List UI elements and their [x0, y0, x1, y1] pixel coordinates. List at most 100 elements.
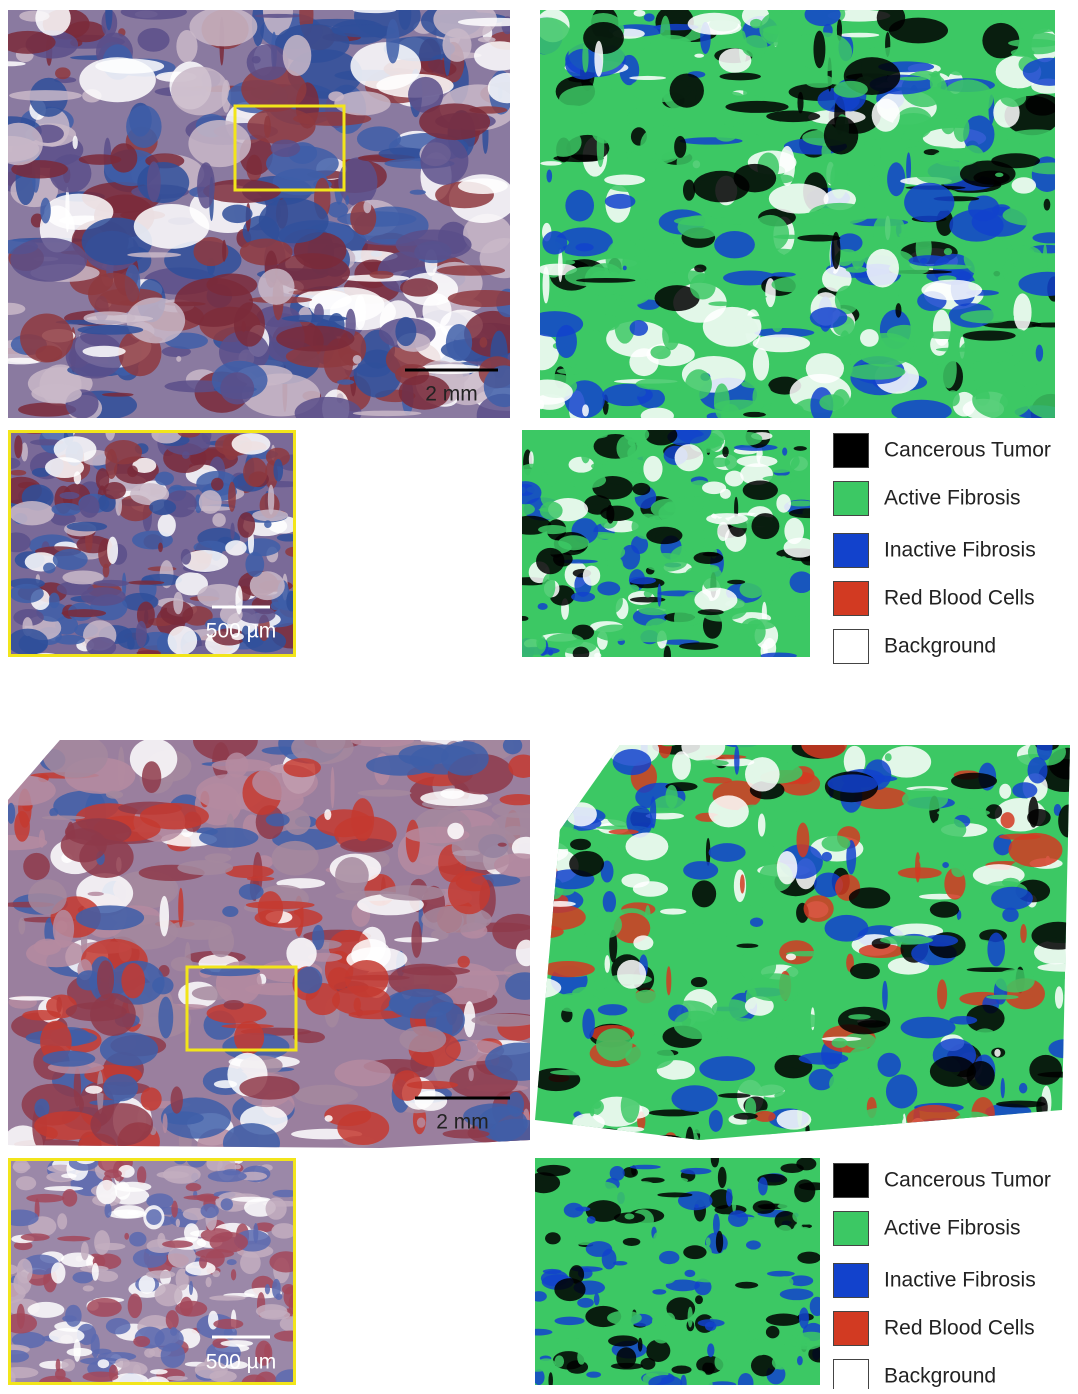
tissue-region: [398, 374, 451, 410]
tissue-region: [628, 629, 672, 643]
tissue-region: [544, 901, 576, 907]
tissue-region: [141, 761, 162, 794]
tissue-region: [671, 1365, 692, 1374]
tissue-region: [398, 744, 449, 766]
tissue-region: [80, 587, 126, 606]
tissue-region: [837, 819, 845, 826]
tissue-region: [657, 1192, 693, 1198]
tissue-region: [923, 149, 940, 156]
tissue-region: [580, 1141, 634, 1150]
tissue-region: [937, 808, 990, 818]
tissue-region: [582, 565, 601, 586]
tissue-region: [177, 860, 233, 876]
scale-bar-label: 2 mm: [436, 1111, 489, 1134]
micrograph: [535, 1158, 820, 1385]
tissue-region: [173, 591, 184, 615]
tissue-region: [720, 76, 726, 110]
tissue-region: [246, 44, 289, 81]
tissue-region: [821, 851, 833, 862]
tissue-region: [595, 1028, 633, 1062]
tissue-region: [193, 236, 229, 267]
tissue-region: [133, 1336, 151, 1348]
tissue-region: [335, 856, 369, 894]
tissue-region: [9, 583, 44, 604]
tissue-region: [189, 10, 258, 47]
tissue-region: [808, 1345, 820, 1363]
tissue-region: [993, 834, 1012, 856]
tissue-region: [623, 430, 650, 443]
tissue-region: [673, 1010, 721, 1040]
tissue-region: [220, 372, 255, 405]
tissue-region: [479, 337, 488, 348]
tissue-region: [746, 973, 803, 1002]
tissue-region: [843, 1032, 877, 1049]
tissue-region: [845, 266, 868, 273]
tissue-region: [351, 798, 375, 842]
tissue-region: [324, 809, 332, 821]
tissue-region: [790, 453, 810, 480]
tissue-region: [771, 316, 783, 333]
tissue-region: [146, 1193, 174, 1209]
tissue-region: [986, 994, 1019, 1000]
tissue-region: [245, 551, 265, 577]
tissue-region: [860, 329, 879, 347]
tissue-region: [176, 355, 182, 362]
tissue-region: [971, 1028, 998, 1051]
tissue-region: [352, 10, 397, 14]
tissue-region: [249, 571, 285, 601]
tissue-region: [272, 1278, 281, 1299]
tissue-region: [754, 328, 815, 338]
tissue-region: [708, 1109, 723, 1132]
tissue-region: [675, 430, 712, 444]
annotations: 2 mm 500 µm Cancerous Tumor Active Fibrosis…: [206, 368, 1051, 1394]
tissue-region: [621, 1133, 658, 1140]
tissue-region: [231, 1196, 271, 1202]
tissue-region: [774, 1091, 802, 1101]
tissue-region: [228, 481, 236, 512]
tissue-region: [859, 1107, 904, 1128]
tissue-region: [663, 645, 671, 657]
tissue-region: [471, 1013, 530, 1027]
tissue-region: [558, 249, 563, 283]
tissue-region: [200, 966, 261, 977]
tissue-region: [610, 1362, 644, 1370]
tissue-region: [805, 353, 845, 384]
tissue-region: [312, 924, 325, 951]
tissue-region: [669, 73, 704, 108]
tissue-region: [537, 603, 548, 610]
tissue-region: [61, 609, 107, 618]
tissue-region: [554, 227, 613, 257]
tissue-region: [748, 1184, 757, 1202]
tissue-region: [8, 775, 56, 806]
tissue-region: [940, 350, 957, 389]
tissue-region: [124, 1232, 130, 1240]
tissue-region: [350, 201, 377, 235]
tissue-region: [20, 1233, 50, 1241]
tissue-region: [809, 1296, 820, 1317]
tissue-region: [657, 745, 673, 759]
tissue-region: [57, 1235, 91, 1242]
tissue-region: [8, 628, 49, 656]
tissue-region: [750, 1354, 776, 1377]
legend-swatch: [833, 533, 869, 568]
tissue-region: [176, 30, 198, 63]
tissue-region: [237, 512, 256, 538]
tissue-region: [1048, 972, 1070, 980]
tissue-region: [773, 174, 794, 184]
tissue-region: [55, 67, 71, 80]
tissue-region: [712, 1213, 720, 1236]
tissue-region: [555, 752, 581, 760]
tissue-region: [233, 302, 266, 347]
tissue-region: [793, 1223, 804, 1240]
tissue-region: [714, 399, 764, 413]
tissue-region: [725, 100, 789, 113]
tissue-region: [680, 574, 686, 590]
tissue-region: [604, 174, 646, 186]
tissue-region: [866, 248, 899, 288]
tissue-region: [75, 905, 145, 931]
tissue-region: [562, 293, 571, 308]
tissue-region: [120, 10, 187, 20]
tissue-region: [834, 285, 860, 315]
tissue-region: [758, 1177, 768, 1196]
tissue-region: [211, 477, 224, 491]
